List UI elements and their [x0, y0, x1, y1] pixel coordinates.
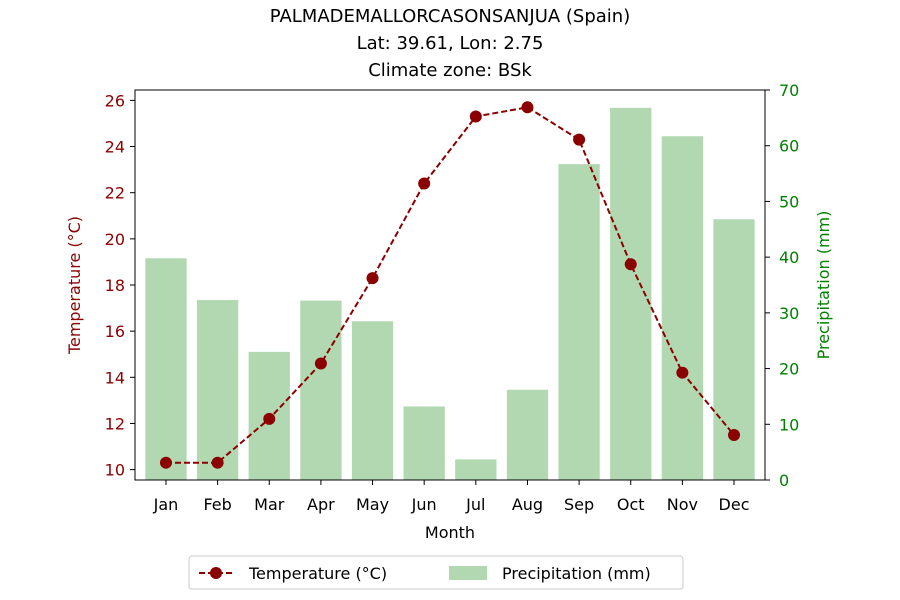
left-axis: 10 12 14 16 18 20 22 24 26 [105, 91, 135, 480]
x-axis-tick-label: Nov [667, 495, 698, 514]
precipitation-bars [145, 107, 755, 480]
x-axis-tick-label: Jun [411, 495, 437, 514]
temperature-line-layer [159, 101, 741, 469]
x-axis-tick-label: Apr [307, 495, 335, 514]
temperature-point [521, 101, 534, 114]
left-axis-tick-label: 12 [105, 414, 125, 433]
chart-title: PALMADEMALLORCASONSANJUA (Spain) Lat: 39… [270, 6, 631, 81]
x-axis-tick-label: May [356, 495, 389, 514]
temperature-point [573, 133, 586, 146]
legend-precipitation-swatch-icon [449, 566, 487, 580]
right-axis-tick-label: 30 [779, 304, 799, 323]
precipitation-bar [506, 389, 549, 480]
legend-frame [188, 555, 684, 590]
left-axis-tick-label: 20 [105, 230, 125, 249]
left-axis-label: Temperature (°C) [65, 216, 84, 355]
left-axis-tick-label: 16 [105, 322, 125, 341]
precipitation-bar [558, 164, 600, 480]
temperature-point [624, 258, 637, 271]
x-axis: Jan Feb Mar Apr May Jun Jul Aug Sep Oct Nov Dec [153, 480, 750, 514]
precipitation-bar [300, 300, 342, 480]
x-axis-tick-label: Mar [254, 495, 285, 514]
temperature-point [676, 366, 689, 379]
left-axis-tick-label: 22 [105, 184, 125, 203]
left-axis-tick-label: 24 [105, 138, 125, 157]
x-axis-label: Month [425, 523, 475, 542]
temperature-point [159, 456, 172, 469]
x-axis-tick-label: Sep [564, 495, 594, 514]
right-axis-tick-label: 0 [779, 471, 789, 490]
right-axis-tick-label: 20 [779, 360, 799, 379]
title-line-3: Climate zone: BSk [368, 60, 532, 81]
left-axis-tick-label: 10 [105, 461, 125, 480]
temperature-line [166, 106, 735, 464]
temperature-point [211, 456, 224, 469]
legend-item-temperature: Temperature (°C) [199, 564, 387, 583]
precipitation-bar [403, 406, 445, 480]
x-axis-tick-label: Jan [153, 495, 179, 514]
legend: Temperature (°C) Precipitation (mm) [188, 555, 684, 590]
title-line-2: Lat: 39.61, Lon: 2.75 [357, 33, 544, 54]
temperature-point [728, 429, 741, 441]
precipitation-bar [455, 459, 497, 480]
legend-precipitation-label: Precipitation (mm) [502, 564, 651, 583]
right-axis-tick-label: 60 [779, 137, 799, 156]
temperature-point [469, 110, 482, 123]
x-axis-tick-label: Jul [465, 495, 485, 514]
right-axis: 0 10 20 30 40 50 60 70 [765, 81, 799, 490]
temperature-point [314, 357, 327, 370]
x-axis-tick-label: Oct [617, 495, 645, 514]
temperature-point [263, 412, 276, 425]
legend-item-precipitation: Precipitation (mm) [449, 564, 651, 583]
precipitation-bar [351, 321, 394, 480]
precipitation-bar [145, 258, 187, 480]
temperature-point [366, 272, 379, 285]
x-axis-tick-label: Aug [512, 495, 543, 514]
legend-temperature-marker-icon [210, 567, 222, 579]
right-axis-tick-label: 70 [779, 81, 799, 100]
title-line-1: PALMADEMALLORCASONSANJUA (Spain) [270, 6, 631, 27]
right-axis-tick-label: 10 [779, 415, 799, 434]
left-axis-tick-label: 14 [105, 368, 125, 387]
precipitation-bar [661, 136, 704, 480]
temperature-point [418, 177, 431, 190]
legend-temperature-label: Temperature (°C) [248, 564, 387, 583]
precipitation-bar [196, 300, 239, 480]
x-axis-tick-label: Dec [719, 495, 750, 514]
right-axis-tick-label: 40 [779, 248, 799, 267]
left-axis-tick-label: 18 [105, 276, 125, 295]
right-axis-tick-label: 50 [779, 192, 799, 211]
left-axis-tick-label: 26 [105, 91, 125, 110]
x-axis-tick-label: Feb [203, 495, 231, 514]
right-axis-label: Precipitation (mm) [814, 211, 833, 360]
